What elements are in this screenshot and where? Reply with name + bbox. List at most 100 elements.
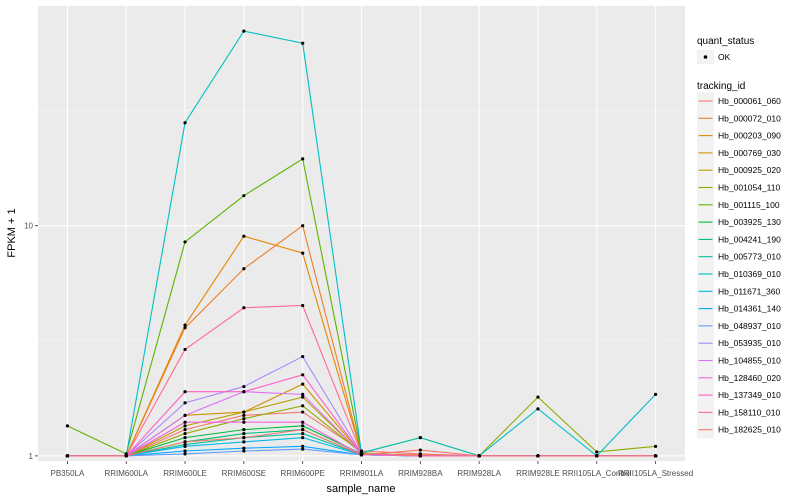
x-tick-label: RRIM928LE [516, 469, 560, 478]
legend-series-label: Hb_104855_010 [718, 356, 781, 366]
data-point [418, 448, 422, 452]
data-point [242, 267, 246, 271]
x-axis-title: sample_name [326, 483, 395, 495]
data-point [183, 420, 187, 424]
data-point [242, 410, 246, 414]
y-axis: 1 10 [24, 222, 38, 461]
data-point [595, 454, 599, 458]
data-point [653, 454, 658, 458]
y-axis-title: FPKM + 1 [6, 208, 18, 257]
x-tick-label: RRIM600LA [104, 469, 148, 478]
legend-series-label: Hb_001054_110 [718, 183, 781, 193]
data-point [301, 404, 305, 408]
data-point [301, 303, 305, 308]
legend-series-label: Hb_182625_010 [718, 425, 781, 435]
data-point [183, 390, 187, 394]
data-point [418, 436, 422, 440]
series-points [65, 29, 658, 458]
data-point [242, 413, 246, 417]
status-legend-items: OK [697, 50, 731, 64]
data-point [301, 431, 305, 436]
legend-status-label: OK [718, 52, 731, 62]
data-point [242, 306, 246, 310]
legend-series-label: Hb_000769_030 [718, 148, 781, 158]
data-point [301, 420, 305, 424]
data-point [242, 449, 246, 453]
legend-series-title: tracking_id [697, 81, 745, 92]
legend-series-label: Hb_014361_140 [718, 304, 781, 314]
data-point [183, 401, 187, 405]
data-point [183, 240, 187, 244]
data-point [301, 395, 305, 399]
data-point [183, 452, 187, 456]
data-point [183, 444, 187, 448]
legend-series-label: Hb_158110_010 [718, 407, 781, 417]
data-point [242, 431, 246, 436]
data-point [477, 454, 481, 458]
legend-series-label: Hb_048937_010 [718, 321, 781, 331]
data-point [301, 382, 305, 386]
x-tick-label: RRII105LA_Control [562, 469, 632, 478]
x-tick-label: RRIM928BA [398, 469, 443, 478]
legend-series-label: Hb_011671_360 [718, 286, 781, 296]
data-point [301, 392, 305, 396]
data-point [301, 354, 305, 359]
x-tick-label: RRIM600PE [280, 469, 324, 478]
legend-series-label: Hb_004241_190 [718, 234, 781, 244]
data-point [301, 410, 305, 414]
data-point [653, 392, 658, 396]
data-point [301, 224, 305, 228]
x-tick-label: RRII105LA_Stressed [618, 469, 693, 478]
data-point [124, 454, 128, 458]
data-point [183, 436, 187, 440]
data-point [183, 347, 187, 352]
legend-series-label: Hb_137349_010 [718, 390, 781, 400]
data-point [301, 447, 305, 451]
x-axis: PB350LA RRIM600LA RRIM600LE RRIM600SE RRIM60… [51, 461, 693, 478]
data-point [418, 454, 422, 458]
data-point [242, 29, 246, 33]
legend-series-label: Hb_010369_010 [718, 269, 781, 279]
data-point [301, 41, 305, 45]
data-point [183, 428, 187, 432]
data-point [65, 454, 70, 458]
legend-series-label: Hb_003925_130 [718, 217, 781, 227]
legend-series-label: Hb_001115_100 [718, 200, 780, 210]
data-point [183, 440, 187, 444]
x-tick-label: RRIM600SE [222, 469, 266, 478]
x-tick-label: PB350LA [51, 469, 85, 478]
data-point [242, 436, 246, 440]
y-tick-label: 1 [29, 452, 34, 461]
x-tick-label: RRIM600LE [163, 469, 207, 478]
legend-series-label: Hb_128460_020 [718, 373, 781, 383]
data-point [301, 157, 305, 161]
y-tick-label: 10 [24, 222, 33, 231]
series-legend-items: Hb_000061_060 Hb_000072_010 Hb_000203_090 H… [697, 92, 781, 439]
x-tick-label: RRIM928LA [457, 469, 501, 478]
data-point [653, 444, 658, 448]
legend-series-label: Hb_005773_010 [718, 252, 781, 262]
data-point [183, 121, 187, 125]
data-point [536, 454, 540, 458]
data-point [536, 395, 540, 399]
data-point [536, 407, 540, 411]
legend-status-title: quant_status [697, 36, 754, 47]
legend-series-label: Hb_000061_060 [718, 96, 781, 106]
data-point [242, 234, 246, 238]
data-point [595, 450, 599, 454]
data-point [301, 373, 305, 377]
legend: quant_status OK tracking_id Hb_000061_06… [697, 36, 781, 439]
data-point [242, 390, 246, 394]
data-point [359, 453, 364, 457]
data-point [242, 194, 246, 198]
data-point [301, 428, 305, 432]
data-point [183, 424, 187, 428]
legend-series-label: Hb_053935_010 [718, 338, 781, 348]
data-point [183, 326, 187, 330]
data-point [183, 323, 187, 327]
data-point [301, 251, 305, 255]
data-point [301, 424, 305, 428]
legend-series-label: Hb_000203_090 [718, 131, 781, 141]
data-point [301, 436, 305, 440]
